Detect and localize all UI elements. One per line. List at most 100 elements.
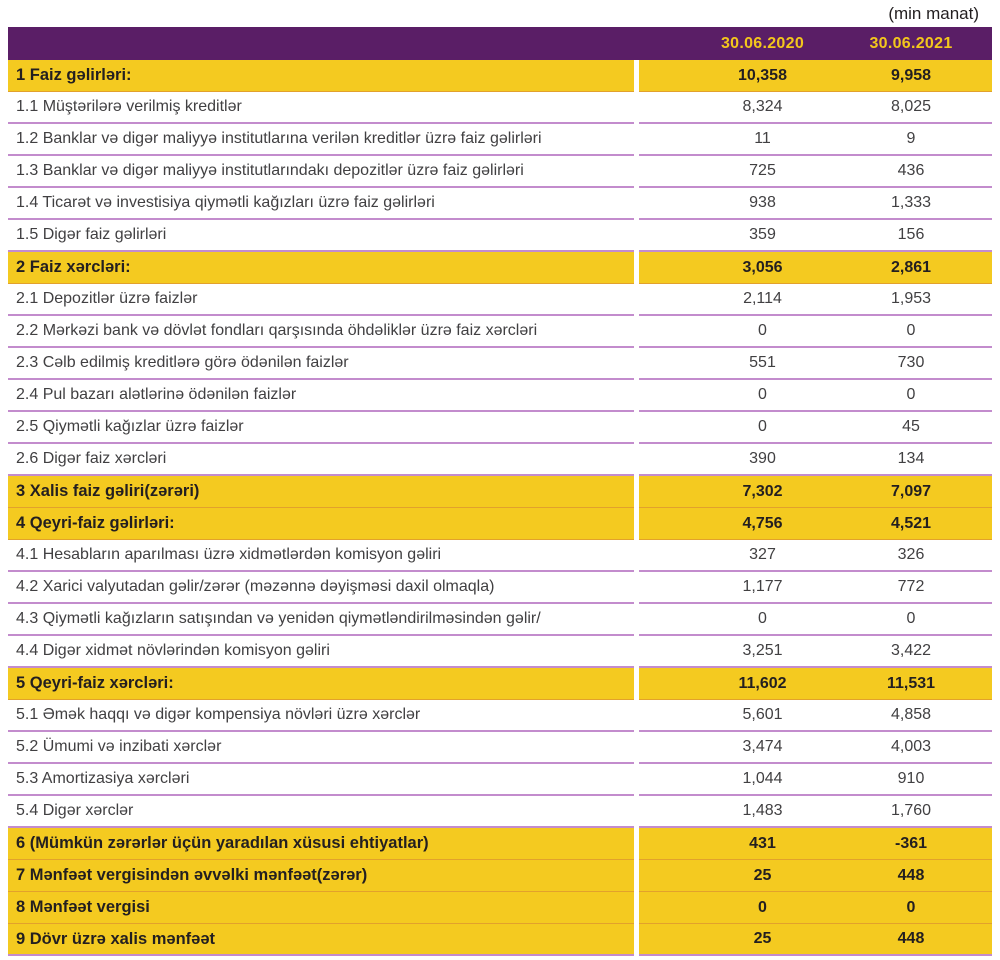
value-2021: 448: [842, 924, 992, 956]
value-2021: 448: [842, 860, 992, 892]
row-label: 4.4 Digər xidmət növlərindən komisyon gə…: [8, 636, 634, 668]
value-2021: 326: [842, 540, 992, 572]
value-2021: 7,097: [842, 476, 992, 508]
column-gap: [634, 636, 639, 668]
table-row: 9 Dövr üzrə xalis mənfəət 25 448: [8, 924, 992, 956]
table-row: 2.4 Pul bazarı alətlərinə ödənilən faizl…: [8, 380, 992, 412]
header-label-cell: [8, 27, 634, 60]
value-2020: 25: [639, 860, 842, 892]
column-gap: [634, 316, 639, 348]
value-2021: 4,858: [842, 700, 992, 732]
value-2021: 1,760: [842, 796, 992, 828]
row-label: 5.2 Ümumi və inzibati xərclər: [8, 732, 634, 764]
table-row: 5 Qeyri-faiz xərcləri: 11,602 11,531: [8, 668, 992, 700]
column-gap: [634, 796, 639, 828]
table-row: 1 Faiz gəlirləri: 10,358 9,958: [8, 60, 992, 92]
value-2021: 730: [842, 348, 992, 380]
row-label: 4.2 Xarici valyutadan gəlir/zərər (məzən…: [8, 572, 634, 604]
row-label: 5.4 Digər xərclər: [8, 796, 634, 828]
row-label: 1.4 Ticarət və investisiya qiymətli kağı…: [8, 188, 634, 220]
table-row: 1.1 Müştərilərə verilmiş kreditlər 8,324 8…: [8, 92, 992, 124]
value-2020: 8,324: [639, 92, 842, 124]
row-label: 8 Mənfəət vergisi: [8, 892, 634, 924]
value-2021: 772: [842, 572, 992, 604]
row-label: 2.5 Qiymətli kağızlar üzrə faizlər: [8, 412, 634, 444]
value-2021: 8,025: [842, 92, 992, 124]
column-gap: [634, 27, 639, 60]
value-2020: 0: [639, 380, 842, 412]
column-gap: [634, 380, 639, 412]
column-gap: [634, 284, 639, 316]
value-2020: 1,044: [639, 764, 842, 796]
row-label: 5 Qeyri-faiz xərcləri:: [8, 668, 634, 700]
row-label: 1.3 Banklar və digər maliyyə institutlar…: [8, 156, 634, 188]
value-2020: 359: [639, 220, 842, 252]
table-row: 2.6 Digər faiz xərcləri 390 134: [8, 444, 992, 476]
value-2021: 4,521: [842, 508, 992, 540]
column-gap: [634, 604, 639, 636]
table-header-row: 30.06.2020 30.06.2021: [8, 27, 992, 60]
value-2021: -361: [842, 828, 992, 860]
value-2020: 3,056: [639, 252, 842, 284]
value-2021: 45: [842, 412, 992, 444]
column-header-2021: 30.06.2021: [842, 27, 992, 60]
row-label: 3 Xalis faiz gəliri(zərəri): [8, 476, 634, 508]
value-2020: 0: [639, 892, 842, 924]
value-2021: 2,861: [842, 252, 992, 284]
row-label: 6 (Mümkün zərərlər üçün yaradılan xüsusi…: [8, 828, 634, 860]
value-2020: 4,756: [639, 508, 842, 540]
column-gap: [634, 828, 639, 860]
table-row: 4 Qeyri-faiz gəlirləri: 4,756 4,521: [8, 508, 992, 540]
table-row: 4.1 Hesabların aparılması üzrə xidmətlər…: [8, 540, 992, 572]
value-2020: 0: [639, 412, 842, 444]
value-2020: 0: [639, 316, 842, 348]
value-2021: 910: [842, 764, 992, 796]
column-gap: [634, 700, 639, 732]
value-2020: 390: [639, 444, 842, 476]
column-gap: [634, 188, 639, 220]
table-row: 2.3 Cəlb edilmiş kreditlərə görə ödənilə…: [8, 348, 992, 380]
value-2020: 10,358: [639, 60, 842, 92]
column-gap: [634, 860, 639, 892]
column-gap: [634, 252, 639, 284]
value-2020: 938: [639, 188, 842, 220]
income-statement-table: 30.06.2020 30.06.2021 1 Faiz gəlirləri: 1…: [8, 27, 992, 956]
table-row: 1.2 Banklar və digər maliyyə institutlar…: [8, 124, 992, 156]
row-label: 5.1 Əmək haqqı və digər kompensiya növlə…: [8, 700, 634, 732]
value-2020: 2,114: [639, 284, 842, 316]
value-2020: 431: [639, 828, 842, 860]
value-2021: 9,958: [842, 60, 992, 92]
units-note: (min manat): [888, 4, 979, 23]
value-2020: 25: [639, 924, 842, 956]
column-gap: [634, 348, 639, 380]
value-2020: 3,474: [639, 732, 842, 764]
column-gap: [634, 156, 639, 188]
table-row: 6 (Mümkün zərərlər üçün yaradılan xüsusi…: [8, 828, 992, 860]
row-label: 2 Faiz xərcləri:: [8, 252, 634, 284]
table-row: 2.5 Qiymətli kağızlar üzrə faizlər 0 45: [8, 412, 992, 444]
row-label: 4 Qeyri-faiz gəlirləri:: [8, 508, 634, 540]
row-label: 1 Faiz gəlirləri:: [8, 60, 634, 92]
table-row: 4.3 Qiymətli kağızların satışından və ye…: [8, 604, 992, 636]
value-2021: 0: [842, 316, 992, 348]
row-label: 7 Mənfəət vergisindən əvvəlki mənfəət(zə…: [8, 860, 634, 892]
value-2020: 11: [639, 124, 842, 156]
table-row: 7 Mənfəət vergisindən əvvəlki mənfəət(zə…: [8, 860, 992, 892]
value-2020: 551: [639, 348, 842, 380]
table-row: 1.4 Ticarət və investisiya qiymətli kağı…: [8, 188, 992, 220]
table-row: 3 Xalis faiz gəliri(zərəri) 7,302 7,097: [8, 476, 992, 508]
row-label: 1.1 Müştərilərə verilmiş kreditlər: [8, 92, 634, 124]
value-2021: 436: [842, 156, 992, 188]
row-label: 4.3 Qiymətli kağızların satışından və ye…: [8, 604, 634, 636]
table-row: 5.4 Digər xərclər 1,483 1,760: [8, 796, 992, 828]
value-2021: 1,953: [842, 284, 992, 316]
value-2021: 0: [842, 380, 992, 412]
table-body: 1 Faiz gəlirləri: 10,358 9,958 1.1 Müştəril…: [8, 60, 992, 956]
column-gap: [634, 60, 639, 92]
table-row: 2.1 Depozitlər üzrə faizlər 2,114 1,953: [8, 284, 992, 316]
value-2021: 0: [842, 892, 992, 924]
value-2021: 134: [842, 444, 992, 476]
value-2021: 0: [842, 604, 992, 636]
column-gap: [634, 508, 639, 540]
column-gap: [634, 444, 639, 476]
